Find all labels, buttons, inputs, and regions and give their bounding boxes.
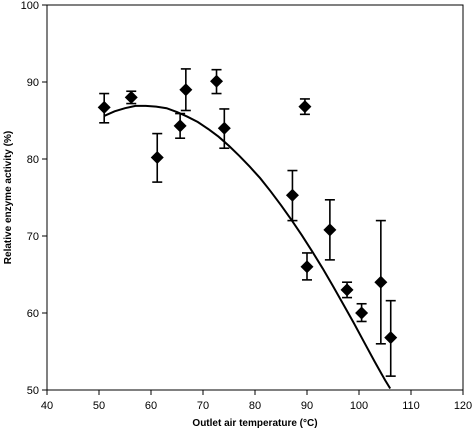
data-point: [179, 83, 193, 97]
data-point: [150, 150, 164, 164]
y-tick-label: 80: [27, 154, 39, 166]
data-point: [384, 331, 398, 345]
y-tick-label: 70: [27, 231, 39, 243]
x-tick-label: 80: [249, 400, 261, 412]
x-tick-label: 110: [402, 400, 420, 412]
x-tick-label: 70: [197, 400, 209, 412]
x-tick-label: 60: [145, 400, 157, 412]
x-tick-label: 50: [93, 400, 105, 412]
data-point: [210, 74, 224, 88]
data-point: [285, 188, 299, 202]
data-point: [124, 90, 138, 104]
data-point: [355, 306, 369, 320]
y-tick-label: 60: [27, 308, 39, 320]
data-point: [173, 119, 187, 133]
data-markers: [97, 74, 398, 345]
y-tick-label: 90: [27, 77, 39, 89]
data-point: [298, 100, 312, 114]
data-point: [323, 223, 337, 237]
x-tick-label: 100: [350, 400, 368, 412]
x-axis-title: Outlet air temperature (°C): [192, 418, 317, 429]
trend-line: [103, 104, 392, 390]
y-axis-ticks: 50 60 70 80 90 100: [21, 0, 47, 397]
x-tick-label: 40: [41, 400, 53, 412]
data-point: [340, 283, 354, 297]
data-point: [374, 275, 388, 289]
x-axis-ticks: 40 50 60 70 80 90 100 110 120: [41, 390, 472, 412]
data-point: [97, 100, 111, 114]
x-tick-label: 120: [454, 400, 472, 412]
data-point: [217, 121, 231, 135]
y-tick-label: 50: [27, 385, 39, 397]
x-tick-label: 90: [301, 400, 313, 412]
data-point: [300, 260, 314, 274]
y-axis-title: Relative enzyme activity (%): [3, 131, 14, 264]
y-tick-label: 100: [21, 0, 39, 12]
